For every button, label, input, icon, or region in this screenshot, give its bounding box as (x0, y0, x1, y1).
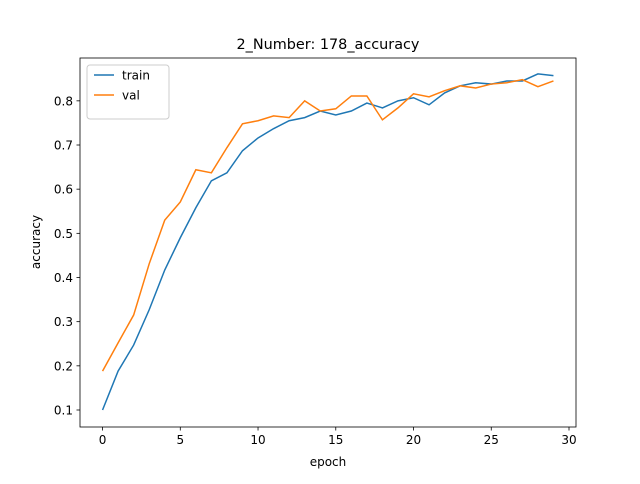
y-tick-label: 0.3 (54, 315, 73, 329)
y-tick-label: 0.5 (54, 227, 73, 241)
x-tick-label: 20 (406, 433, 421, 447)
x-tick-label: 15 (328, 433, 343, 447)
y-axis-label: accuracy (29, 215, 43, 269)
x-tick-label: 30 (561, 433, 576, 447)
y-tick-label: 0.7 (54, 139, 73, 153)
y-tick-label: 0.2 (54, 359, 73, 373)
axes-frame (79, 57, 577, 428)
y-tick-label: 0.4 (54, 271, 73, 285)
line-series (101, 73, 554, 411)
y-tick-label: 0.8 (54, 94, 73, 108)
legend-label: train (122, 69, 150, 83)
x-tick-label: 0 (99, 433, 107, 447)
x-axis-label: epoch (310, 455, 347, 469)
x-tick-label: 10 (250, 433, 265, 447)
legend: train val (86, 64, 170, 120)
y-tick-label: 0.6 (54, 183, 73, 197)
legend-label: val (122, 89, 140, 103)
line-series (101, 78, 554, 372)
chart-title: 2_Number: 178_accuracy (237, 37, 420, 53)
y-tick-label: 0.1 (54, 403, 73, 417)
x-tick-label: 25 (484, 433, 499, 447)
x-tick-label: 5 (176, 433, 184, 447)
legend-box (86, 64, 170, 120)
